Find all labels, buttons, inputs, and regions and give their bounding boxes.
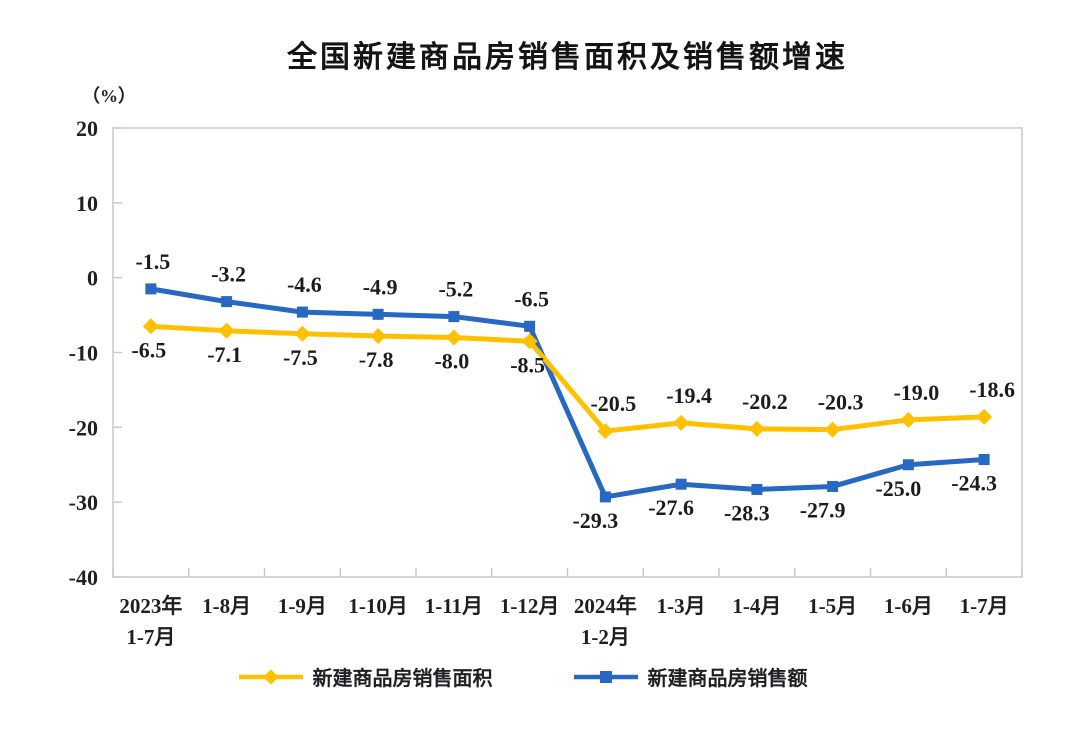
x-axis-label: 1-5月 <box>808 594 857 618</box>
data-label: -20.2 <box>742 389 788 414</box>
legend-label-sales-area: 新建商品房销售面积 <box>312 668 493 690</box>
square-marker <box>145 283 157 295</box>
x-axis-label: 1-8月 <box>202 594 251 618</box>
diamond-marker <box>142 318 159 335</box>
x-axis-label: 1-6月 <box>884 594 933 618</box>
sales-amount-legend-swatch <box>573 670 638 683</box>
diamond-marker-icon <box>262 669 279 684</box>
data-label: -19.0 <box>893 380 939 405</box>
data-label: -27.9 <box>800 497 846 522</box>
sales-area-legend-swatch <box>238 669 303 684</box>
diamond-marker <box>900 411 917 428</box>
square-marker <box>978 454 990 466</box>
square-marker <box>296 306 308 318</box>
y-axis-label: -20 <box>69 415 98 440</box>
x-axis-label: 1-3月 <box>657 594 706 618</box>
x-axis-label: 1-4月 <box>732 594 781 618</box>
sales-area-line <box>148 323 987 434</box>
x-axis-label: 2024年 <box>574 594 637 618</box>
data-label: -27.6 <box>648 495 694 520</box>
square-marker <box>524 320 536 332</box>
data-label: -29.3 <box>572 508 618 533</box>
square-marker <box>372 308 384 320</box>
square-marker <box>751 483 763 495</box>
diamond-marker <box>218 322 235 339</box>
square-marker-icon <box>599 670 612 683</box>
y-axis-label: -10 <box>69 341 98 366</box>
legend-item-sales-area: 新建商品房销售面积 <box>238 662 493 691</box>
data-label: -5.2 <box>438 277 473 302</box>
data-label: -20.5 <box>590 391 636 416</box>
data-label: -6.5 <box>514 286 549 311</box>
data-label: -3.2 <box>211 262 246 287</box>
diamond-marker <box>976 408 993 425</box>
x-axis-label: 1-11月 <box>425 594 483 618</box>
data-label: -8.5 <box>510 352 545 377</box>
plot-area-border <box>112 127 1023 578</box>
data-label: -19.4 <box>666 383 712 408</box>
legend-item-sales-amount: 新建商品房销售额 <box>573 662 808 691</box>
square-marker <box>599 491 611 503</box>
square-marker <box>448 311 460 323</box>
data-label: -1.5 <box>135 249 170 274</box>
x-axis-label: 1-12月 <box>500 594 560 618</box>
diamond-marker <box>294 325 311 342</box>
data-label: -8.0 <box>434 349 469 374</box>
diamond-marker <box>673 414 690 431</box>
square-marker <box>675 478 687 490</box>
data-label: -28.3 <box>724 500 770 525</box>
square-marker <box>221 296 233 308</box>
x-axis-label: 1-10月 <box>348 594 408 618</box>
diamond-marker <box>370 328 387 345</box>
x-axis-label: 1-7月 <box>960 594 1009 618</box>
diamond-marker <box>824 421 841 438</box>
data-label: -25.0 <box>875 476 921 501</box>
data-label: -4.6 <box>287 272 322 297</box>
y-axis-label: 0 <box>87 266 98 291</box>
sales-amount-line <box>148 286 987 500</box>
x-axis-label: 1-2月 <box>581 625 630 649</box>
diamond-marker <box>597 423 614 440</box>
square-marker <box>902 459 914 471</box>
diamond-marker <box>521 333 538 350</box>
diamond-marker <box>748 420 765 437</box>
y-axis-label: 20 <box>76 116 98 141</box>
data-label: -7.1 <box>207 342 242 367</box>
y-axis-label: 10 <box>76 191 98 216</box>
legend: 新建商品房销售面积 新建商品房销售额 <box>0 662 1045 691</box>
y-axis-unit-label: （%） <box>82 86 136 106</box>
data-label: -7.5 <box>283 345 318 370</box>
chart-title: 全国新建商品房销售面积及销售额增速 <box>287 41 848 74</box>
data-label: -18.6 <box>969 377 1015 402</box>
y-axis-label: -30 <box>69 490 98 515</box>
data-label: -20.3 <box>818 390 864 415</box>
x-axis-label: 2023年 <box>119 594 182 618</box>
x-axis-label: 1-9月 <box>278 594 327 618</box>
data-label: -7.8 <box>359 347 394 372</box>
x-axis-label: 1-7月 <box>126 625 175 649</box>
data-label: -6.5 <box>131 337 166 362</box>
legend-label-sales-amount: 新建商品房销售额 <box>647 668 808 690</box>
data-label: -24.3 <box>951 471 997 496</box>
diamond-marker <box>445 329 462 346</box>
square-marker <box>827 480 839 492</box>
data-label: -4.9 <box>363 274 398 299</box>
y-axis-label: -40 <box>69 565 98 590</box>
